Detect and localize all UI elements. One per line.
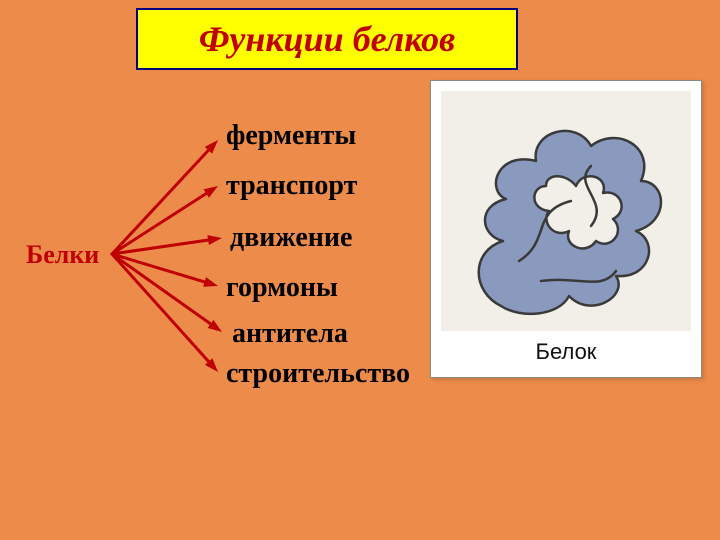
- protein-icon: [441, 91, 691, 331]
- protein-image-inner: [441, 91, 691, 331]
- slide-canvas: Функции белковБелкиферментытранспортдвиж…: [0, 0, 720, 540]
- protein-image-panel: Белок: [430, 80, 702, 378]
- protein-image-caption: Белок: [431, 339, 701, 365]
